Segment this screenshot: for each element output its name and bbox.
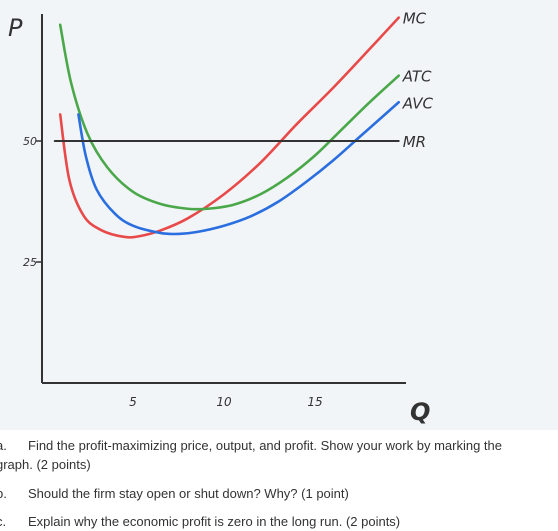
x-tick-label: 5 bbox=[129, 395, 137, 409]
question-a: a. Find the profit-maximizing price, outp… bbox=[0, 436, 502, 474]
question-letter: c. bbox=[0, 514, 7, 529]
atc-label: ATC bbox=[402, 68, 432, 86]
avc-label: AVC bbox=[402, 94, 434, 112]
mc-label: MC bbox=[403, 10, 427, 28]
question-text: Explain why the economic profit is zero … bbox=[28, 514, 401, 529]
question-letter: b. bbox=[0, 486, 7, 501]
question-text-continued: graph. (2 points) bbox=[0, 457, 91, 472]
x-axis-label: Q bbox=[410, 398, 430, 426]
question-text: Should the firm stay open or shut down? … bbox=[28, 486, 349, 501]
avc-curve bbox=[77, 100, 401, 236]
cost-curves-chart: P Q 5 10 15 25 50 MC ATC AVC MR bbox=[8, 10, 433, 426]
y-tick-label: 25 bbox=[23, 256, 37, 269]
y-tick-label: 50 bbox=[23, 135, 37, 148]
x-tick-label: 15 bbox=[307, 395, 322, 409]
series-layer bbox=[53, 16, 401, 239]
mc-curve bbox=[58, 16, 401, 239]
chart-panel: P Q 5 10 15 25 50 MC ATC AVC MR bbox=[0, 0, 558, 430]
x-tick-label: 10 bbox=[216, 395, 232, 409]
question-b: b. Should the firm stay open or shut down… bbox=[0, 484, 349, 503]
question-text: Find the profit-maximizing price, output… bbox=[28, 438, 502, 453]
question-c: c. Explain why the economic profit is zer… bbox=[0, 512, 400, 531]
axes bbox=[36, 14, 406, 384]
y-axis-label: P bbox=[8, 14, 23, 42]
mr-label: MR bbox=[403, 133, 426, 151]
question-letter: a. bbox=[0, 438, 7, 453]
atc-curve bbox=[58, 23, 401, 211]
labels-layer: P Q 5 10 15 25 50 MC ATC AVC MR bbox=[8, 10, 433, 426]
